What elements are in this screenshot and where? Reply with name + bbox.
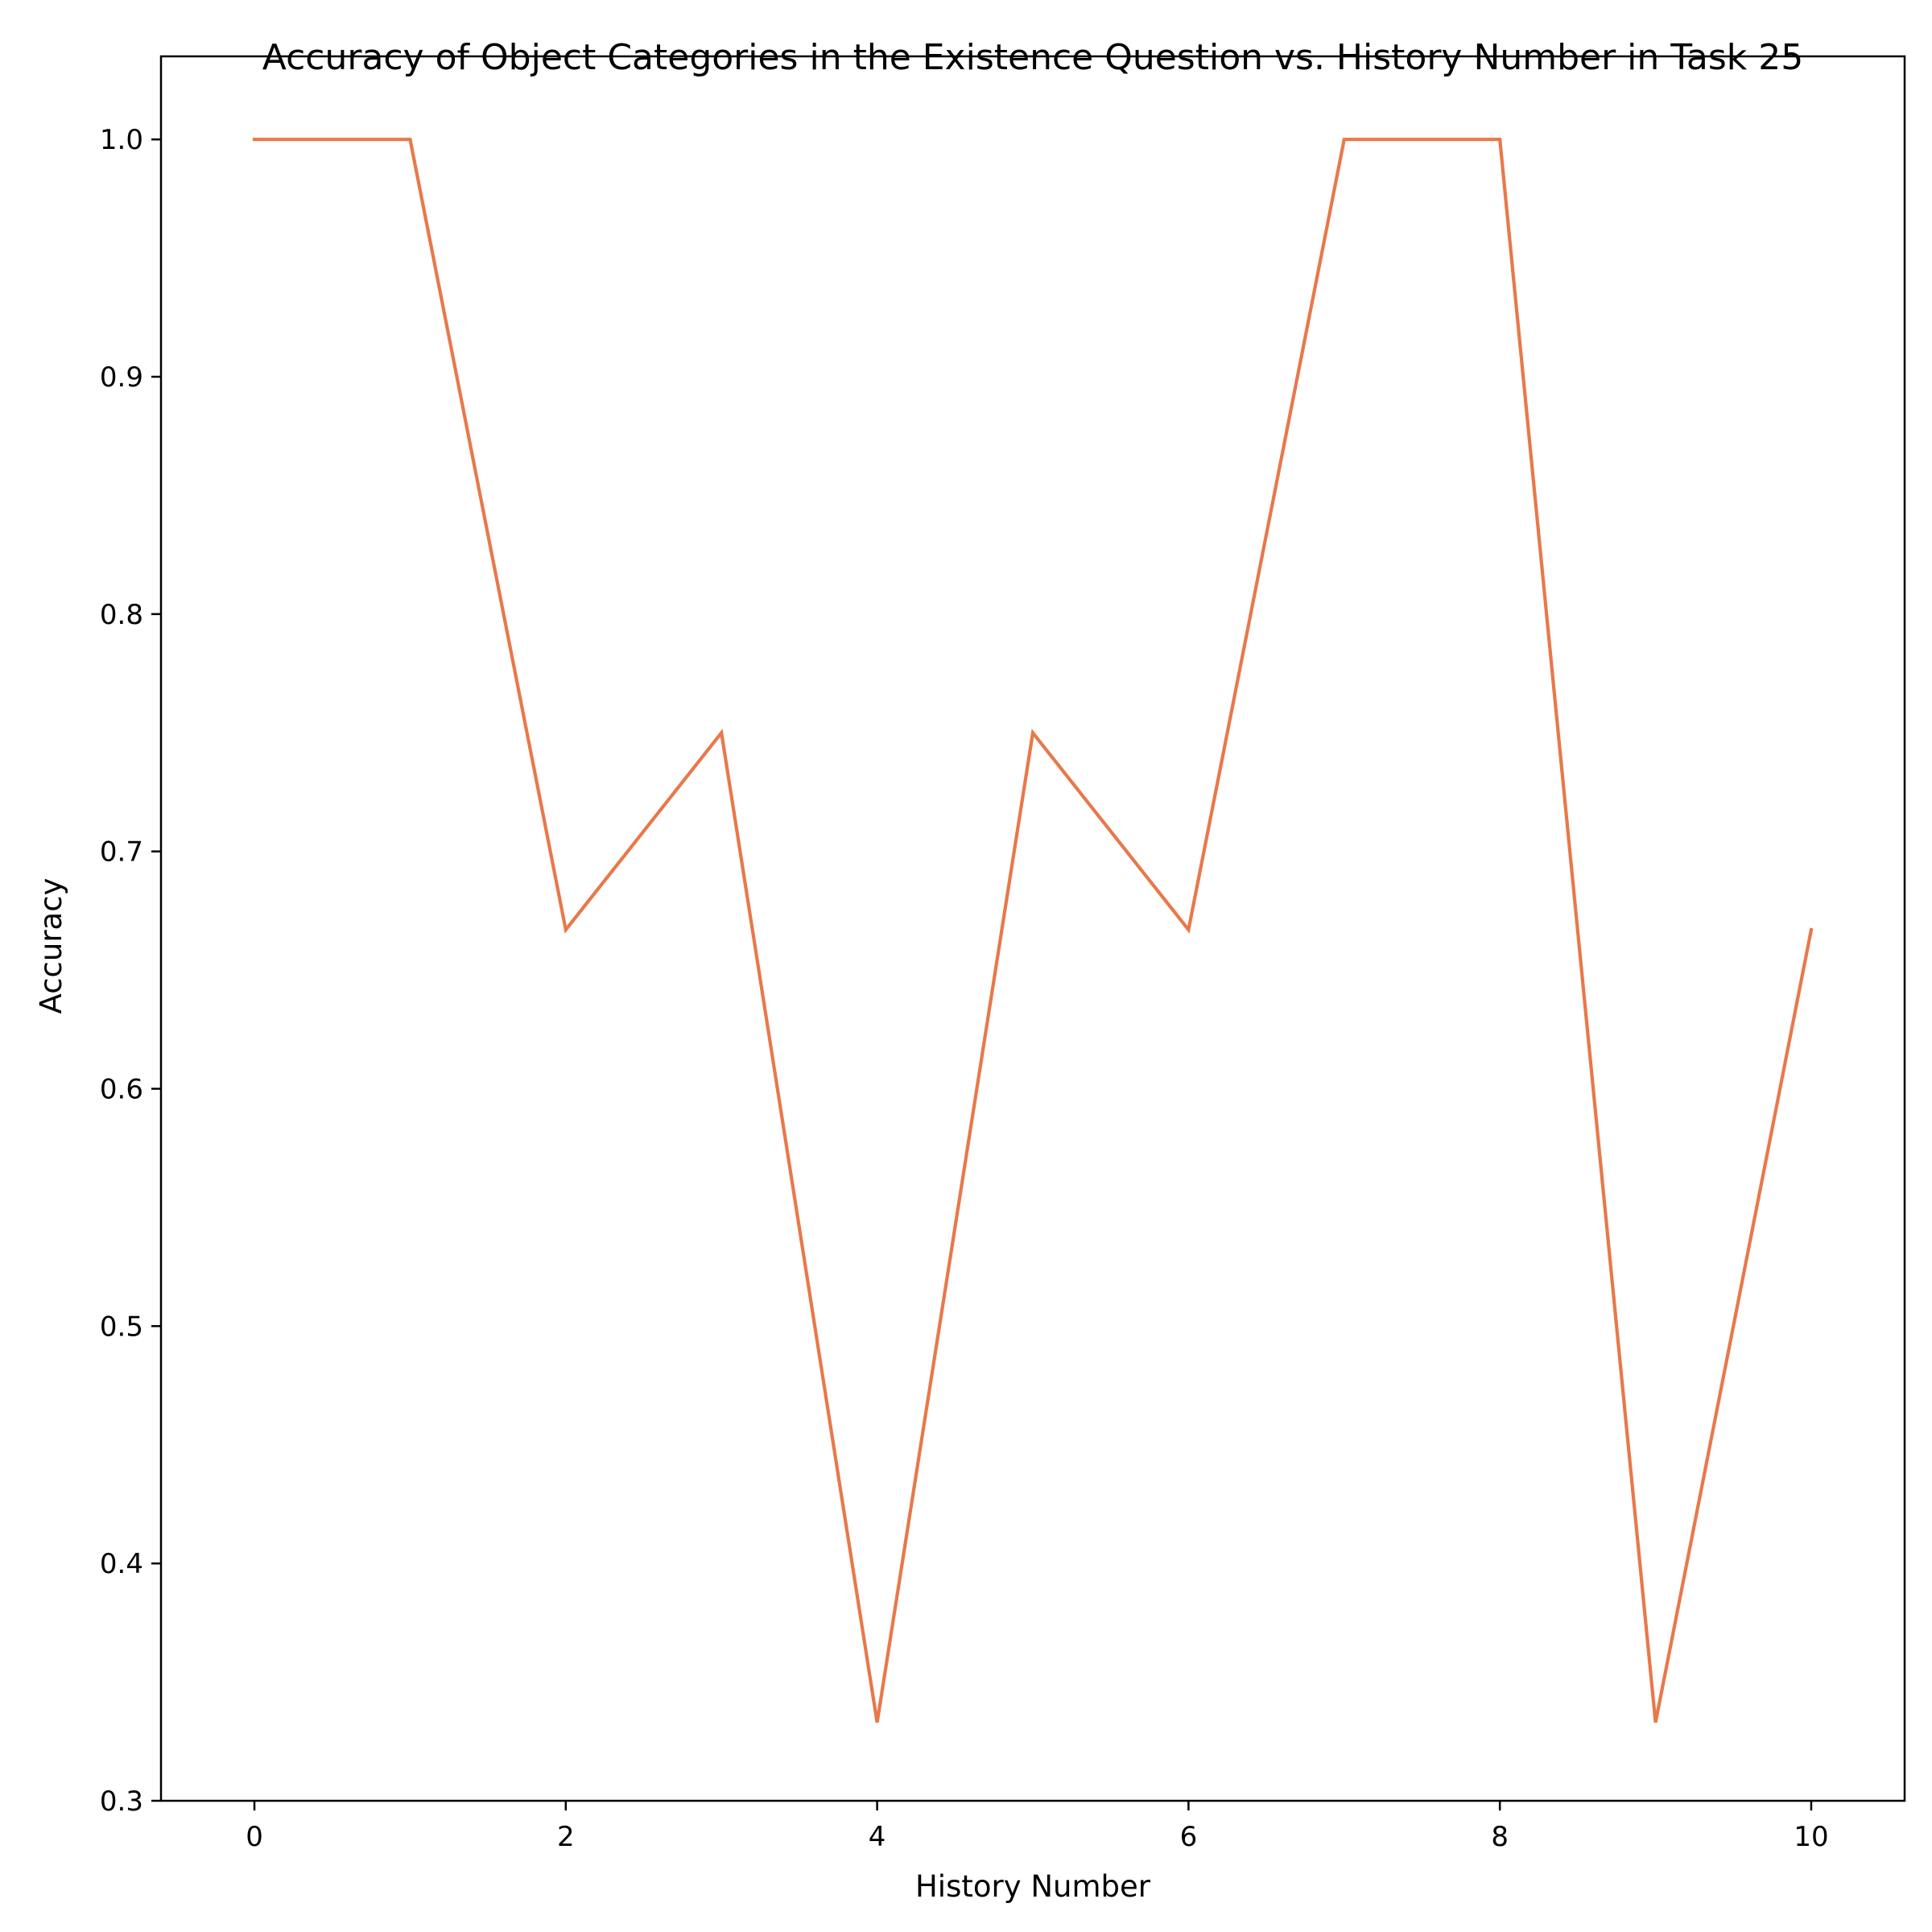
chart-title: Accuracy of Object Categories in the Exi… xyxy=(262,37,1803,78)
x-axis-label: History Number xyxy=(915,1869,1151,1904)
y-axis-ticks: 0.3 0.4 0.5 0.6 0.7 0.8 0.9 1.0 xyxy=(100,124,161,1818)
y-tick-label: 0.7 xyxy=(100,836,143,869)
y-tick-label: 0.3 xyxy=(100,1785,143,1818)
y-tick-label: 0.4 xyxy=(100,1548,143,1580)
x-tick-label: 4 xyxy=(869,1821,886,1853)
y-tick-label: 0.6 xyxy=(100,1074,143,1106)
y-tick-label: 1.0 xyxy=(100,124,143,156)
x-tick-label: 6 xyxy=(1180,1821,1198,1853)
y-tick-label: 0.9 xyxy=(100,361,143,394)
x-tick-label: 0 xyxy=(246,1821,263,1853)
x-tick-label: 8 xyxy=(1491,1821,1509,1853)
x-axis-ticks: 0 2 4 6 8 10 xyxy=(246,1801,1829,1853)
x-tick-label: 2 xyxy=(557,1821,575,1853)
plot-frame xyxy=(159,55,1906,1802)
x-tick-label: 10 xyxy=(1794,1821,1828,1853)
y-tick-label: 0.5 xyxy=(100,1311,143,1343)
series-line-0 xyxy=(252,138,1814,1724)
series-layer xyxy=(252,138,1814,1724)
y-tick-label: 0.8 xyxy=(100,599,143,631)
y-axis-label: Accuracy xyxy=(34,878,68,1014)
